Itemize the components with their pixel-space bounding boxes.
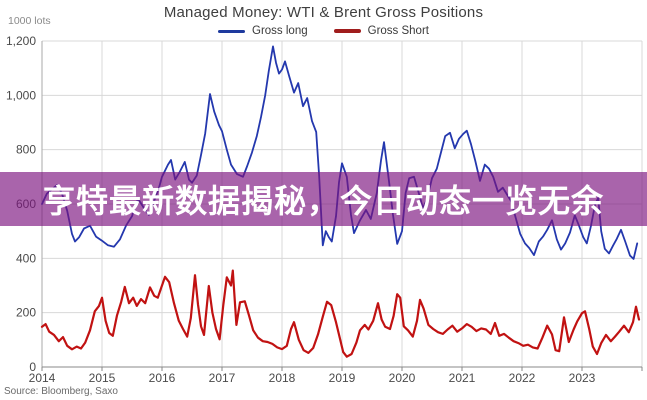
svg-text:800: 800	[16, 143, 36, 157]
overlay-banner: 亨特最新数据揭秘，今日动态一览无余	[0, 172, 647, 226]
y-axis-units-label: 1000 lots	[8, 15, 51, 27]
x-axis-labels: 2014 2015 2016 2017 2018 2019 2020 2021 2022 2023	[29, 371, 596, 385]
svg-text:0: 0	[29, 360, 36, 374]
svg-text:1,000: 1,000	[6, 88, 36, 102]
chart-title: Managed Money: WTI & Brent Gross Positio…	[163, 4, 484, 21]
gross-short-line-swatch-icon	[333, 29, 361, 33]
gross-short-legend-label: Gross Short	[367, 25, 429, 37]
svg-text:200: 200	[16, 306, 36, 320]
legend-item-gross-long: Gross long	[218, 25, 308, 37]
axis-ticks	[41, 367, 643, 371]
svg-text:2016: 2016	[149, 371, 176, 385]
svg-text:2017: 2017	[209, 371, 236, 385]
gross-long-line-swatch-icon	[218, 29, 246, 33]
gross-long-legend-label: Gross long	[252, 25, 308, 37]
legend: Gross long Gross Short	[0, 25, 647, 37]
svg-text:2014: 2014	[29, 371, 56, 385]
svg-text:400: 400	[16, 251, 36, 265]
source-label: Source: Bloomberg, Saxo	[4, 386, 118, 397]
svg-text:1,200: 1,200	[6, 34, 36, 48]
svg-text:2018: 2018	[269, 371, 296, 385]
svg-text:2015: 2015	[89, 371, 116, 385]
banner-text: 亨特最新数据揭秘，今日动态一览无余	[42, 183, 604, 219]
gross-short-line	[40, 269, 641, 358]
svg-text:2020: 2020	[389, 371, 416, 385]
legend-item-gross-short: Gross Short	[333, 25, 429, 37]
svg-text:2022: 2022	[509, 371, 536, 385]
svg-text:2023: 2023	[569, 371, 596, 385]
gross-long-line	[41, 45, 639, 260]
svg-text:2021: 2021	[449, 371, 476, 385]
svg-text:2019: 2019	[329, 371, 356, 385]
